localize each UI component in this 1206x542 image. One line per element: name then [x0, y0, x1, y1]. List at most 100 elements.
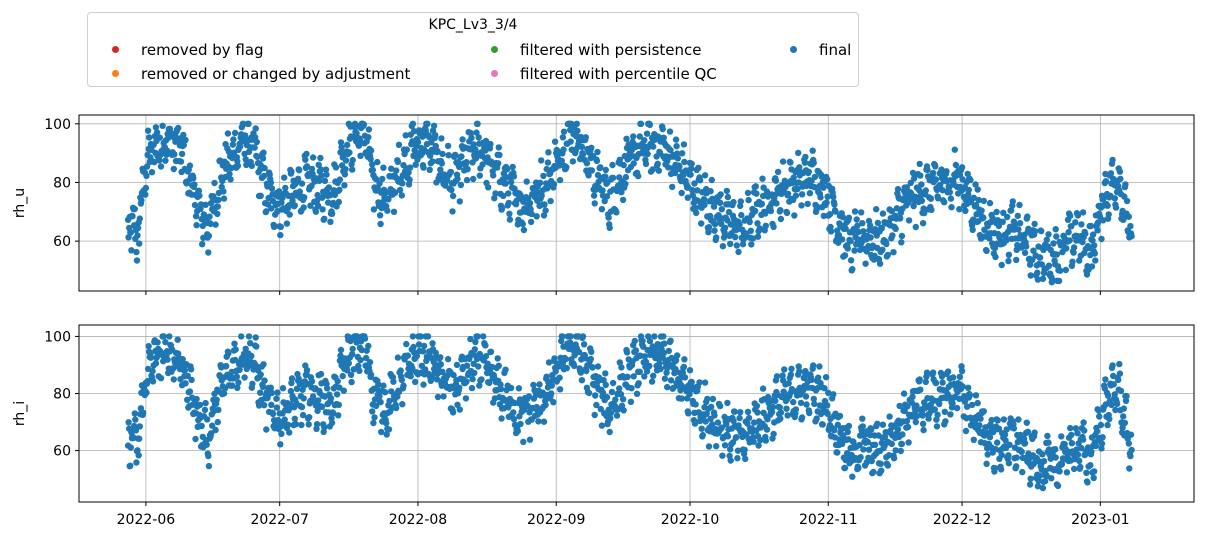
scatter-point	[231, 340, 238, 347]
scatter-point	[845, 422, 853, 430]
scatter-point	[962, 207, 969, 214]
scatter-point	[182, 136, 189, 144]
scatter-point	[718, 220, 725, 227]
scatter-point	[609, 174, 617, 182]
scatter-point	[988, 416, 995, 424]
scatter-point	[851, 208, 859, 215]
scatter-point	[772, 397, 779, 405]
scatter-point	[473, 129, 480, 136]
scatter-point	[357, 152, 364, 159]
scatter-point	[716, 199, 724, 206]
scatter-point	[941, 408, 948, 415]
scatter-point	[299, 411, 307, 419]
scatter-point	[1106, 415, 1113, 423]
scatter-point	[905, 439, 912, 446]
scatter-point	[666, 128, 674, 135]
scatter-point	[154, 339, 161, 346]
scatter-point	[860, 432, 868, 439]
scatter-point	[385, 196, 392, 203]
scatter-point	[737, 198, 744, 205]
scatter-point	[236, 143, 244, 150]
scatter-point	[403, 340, 410, 348]
scatter-point	[205, 462, 213, 470]
scatter-point	[733, 242, 740, 249]
scatter-point	[703, 410, 710, 417]
scatter-point	[485, 184, 492, 191]
scatter-point	[810, 395, 817, 403]
scatter-point	[350, 366, 357, 373]
scatter-point	[486, 379, 493, 386]
scatter-point	[396, 186, 404, 194]
scatter-point	[377, 220, 384, 228]
scatter-point	[127, 462, 134, 469]
scatter-point	[803, 401, 810, 408]
scatter-point	[1096, 413, 1103, 420]
scatter-point	[913, 402, 920, 409]
scatter-point	[385, 426, 393, 433]
scatter-point	[1072, 219, 1079, 226]
scatter-point	[890, 455, 898, 462]
scatter-point	[791, 212, 798, 219]
scatter-point	[430, 122, 438, 129]
scatter-point	[655, 167, 662, 174]
scatter-point	[1125, 440, 1133, 447]
scatter-point	[139, 409, 147, 416]
scatter-point	[855, 228, 862, 236]
scatter-point	[1056, 468, 1063, 475]
scatter-point	[510, 415, 518, 423]
scatter-point	[1055, 277, 1063, 285]
legend-item-filtered-persistence: filtered with persistence	[491, 41, 701, 59]
scatter-point	[718, 206, 725, 213]
scatter-point	[390, 378, 397, 385]
scatter-point	[1014, 212, 1021, 220]
legend-label: final	[819, 41, 852, 59]
scatter-point	[965, 384, 972, 391]
scatter-point	[147, 354, 155, 361]
scatter-point	[1123, 393, 1130, 400]
scatter-point	[642, 160, 650, 168]
scatter-point	[287, 387, 295, 395]
scatter-point	[570, 362, 578, 369]
scatter-point	[819, 421, 826, 428]
scatter-point	[253, 138, 260, 146]
scatter-point	[223, 362, 230, 370]
scatter-point	[1031, 228, 1039, 235]
scatter-point	[226, 170, 233, 178]
scatter-point	[692, 401, 699, 408]
scatter-point	[500, 192, 507, 200]
scatter-point	[1125, 213, 1133, 220]
scatter-point	[314, 407, 321, 414]
scatter-point	[1098, 445, 1105, 452]
scatter-point	[841, 464, 849, 472]
scatter-point	[463, 378, 470, 385]
scatter-point	[997, 466, 1005, 473]
scatter-point	[867, 234, 874, 241]
scatter-point	[780, 388, 787, 395]
scatter-point	[187, 366, 195, 373]
scatter-point	[174, 336, 181, 343]
scatter-point	[1076, 457, 1083, 465]
scatter-point	[202, 201, 209, 208]
scatter-point	[550, 399, 557, 406]
scatter-point	[575, 348, 583, 356]
scatter-point	[286, 429, 293, 436]
scatter-point	[261, 164, 268, 172]
scatter-point	[305, 421, 312, 428]
scatter-point	[747, 227, 754, 234]
scatter-point	[1045, 231, 1052, 238]
scatter-point	[1116, 360, 1123, 368]
scatter-point	[420, 164, 427, 171]
scatter-point	[349, 351, 356, 358]
scatter-point	[313, 421, 321, 428]
scatter-point	[321, 215, 328, 222]
scatter-point	[602, 173, 609, 180]
scatter-point	[433, 376, 441, 383]
scatter-point	[1091, 468, 1098, 475]
scatter-point	[200, 211, 208, 218]
scatter-point	[860, 446, 867, 453]
scatter-point	[947, 195, 955, 202]
scatter-point	[349, 166, 356, 173]
scatter-point	[345, 360, 352, 367]
scatter-point	[291, 202, 298, 209]
scatter-point	[274, 389, 281, 396]
